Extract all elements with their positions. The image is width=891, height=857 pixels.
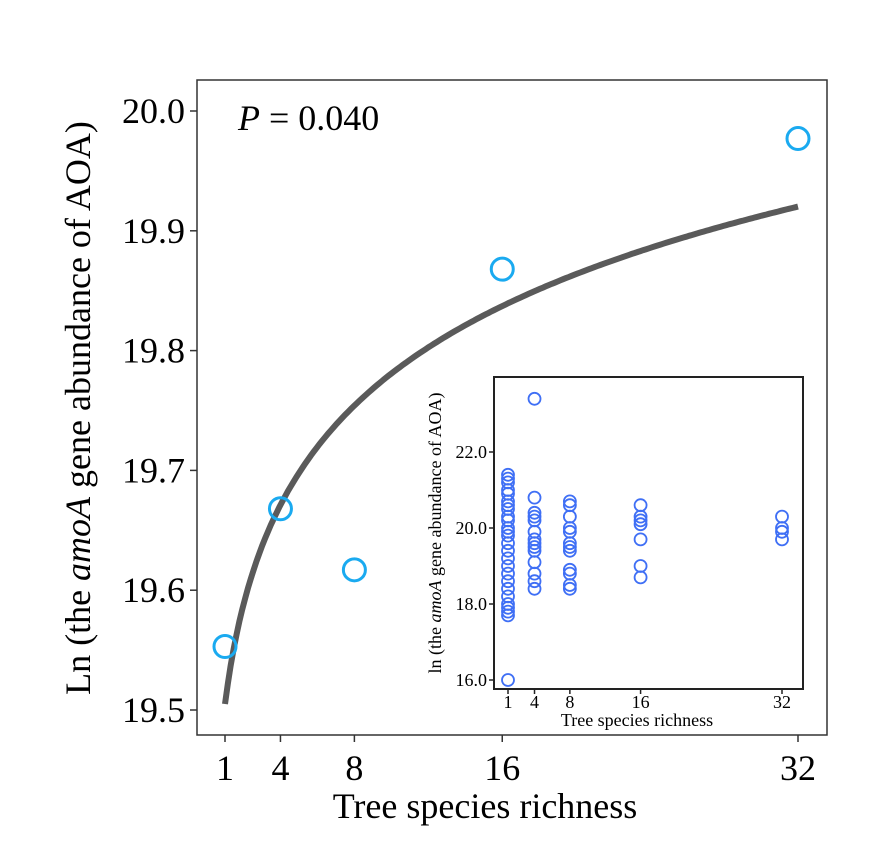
inset-data-point — [633, 513, 648, 528]
inset-y-tick-label: 20.0 — [456, 518, 488, 538]
inset-data-point — [527, 509, 542, 524]
inset-data-point — [633, 559, 648, 573]
inset-data-point — [527, 574, 542, 589]
inset-data-point — [501, 551, 515, 566]
inset-data-point — [501, 566, 515, 581]
p-value-annotation: P = 0.040 — [237, 98, 379, 138]
y-tick-label: 19.9 — [122, 211, 185, 251]
inset-x-tick-label: 32 — [773, 692, 791, 712]
x-tick-label: 8 — [345, 748, 363, 788]
data-point — [341, 557, 367, 583]
inset-data-point — [527, 581, 542, 596]
inset-data-point — [501, 467, 515, 482]
inset-data-point — [501, 471, 515, 486]
main-plot-frame — [196, 79, 828, 736]
inset-data-point — [633, 532, 648, 547]
inset-y-tick-label: 18.0 — [456, 594, 488, 614]
inset-points — [501, 391, 789, 687]
inset-x-tick-label: 4 — [530, 692, 539, 712]
inset-x-axis: 1 4 8 16 32 — [504, 689, 791, 712]
inset-data-point — [527, 505, 542, 520]
x-tick-label: 32 — [780, 748, 816, 788]
inset-x-label: Tree species richness — [561, 710, 713, 730]
inset-data-point — [501, 604, 515, 619]
inset-data-point — [501, 528, 515, 543]
inset-y-tick-label: 22.0 — [456, 442, 488, 462]
main-points — [212, 126, 811, 660]
main-y-label: Ln (the amoA gene abundance of AOA) — [58, 121, 98, 695]
y-tick-label: 19.5 — [122, 690, 185, 730]
data-point — [785, 126, 811, 152]
main-x-axis: 1 4 8 16 32 — [216, 735, 816, 788]
inset-data-point — [501, 574, 515, 589]
data-point — [267, 496, 293, 522]
y-tick-label: 19.7 — [122, 450, 185, 490]
inset-data-point — [501, 597, 515, 611]
inset-data-point — [562, 562, 577, 577]
inset-y-tick-label: 16.0 — [456, 670, 488, 690]
x-tick-label: 4 — [271, 748, 289, 788]
inset-data-point — [633, 517, 648, 532]
main-x-label: Tree species richness — [333, 786, 638, 826]
inset-data-point — [562, 581, 577, 596]
fit-curve — [222, 203, 799, 705]
inset-data-point — [562, 524, 577, 539]
inset-x-tick-label: 8 — [565, 692, 574, 712]
inset-data-point — [501, 581, 515, 596]
inset-data-point — [562, 494, 577, 509]
inset-data-point — [527, 490, 542, 505]
inset-data-point — [501, 475, 515, 490]
data-point — [212, 634, 238, 660]
inset-y-label: ln (the amoA gene abundance of AOA) — [425, 393, 446, 674]
inset-data-point — [527, 513, 542, 528]
inset-data-point — [562, 566, 577, 581]
inset-data-point — [527, 540, 542, 554]
y-tick-label: 20.0 — [122, 91, 185, 131]
inset-data-point — [501, 559, 515, 573]
inset-plot-frame — [493, 376, 804, 690]
inset-data-point — [562, 543, 577, 558]
inset-data-point — [562, 498, 577, 513]
x-tick-label: 16 — [484, 748, 520, 788]
inset-x-tick-label: 1 — [504, 692, 513, 712]
inset-data-point — [501, 673, 515, 687]
inset-data-point — [775, 509, 789, 524]
data-point — [489, 256, 515, 282]
y-tick-label: 19.8 — [122, 331, 185, 371]
inset-y-axis: 16.0 18.0 20.0 22.0 — [456, 442, 494, 690]
inset-data-point — [501, 543, 515, 558]
inset-x-tick-label: 16 — [632, 692, 650, 712]
inset-data-point — [633, 498, 648, 513]
inset-data-point — [501, 502, 515, 516]
x-tick-label: 1 — [216, 748, 234, 788]
inset-data-point — [562, 540, 577, 554]
inset-data-point — [527, 391, 542, 406]
y-tick-label: 19.6 — [122, 570, 185, 610]
inset-data-point — [527, 532, 542, 547]
inset-data-point — [501, 589, 515, 604]
main-y-axis: 19.5 19.6 19.7 19.8 19.9 20.0 — [122, 91, 197, 730]
inset-data-point — [775, 524, 789, 539]
